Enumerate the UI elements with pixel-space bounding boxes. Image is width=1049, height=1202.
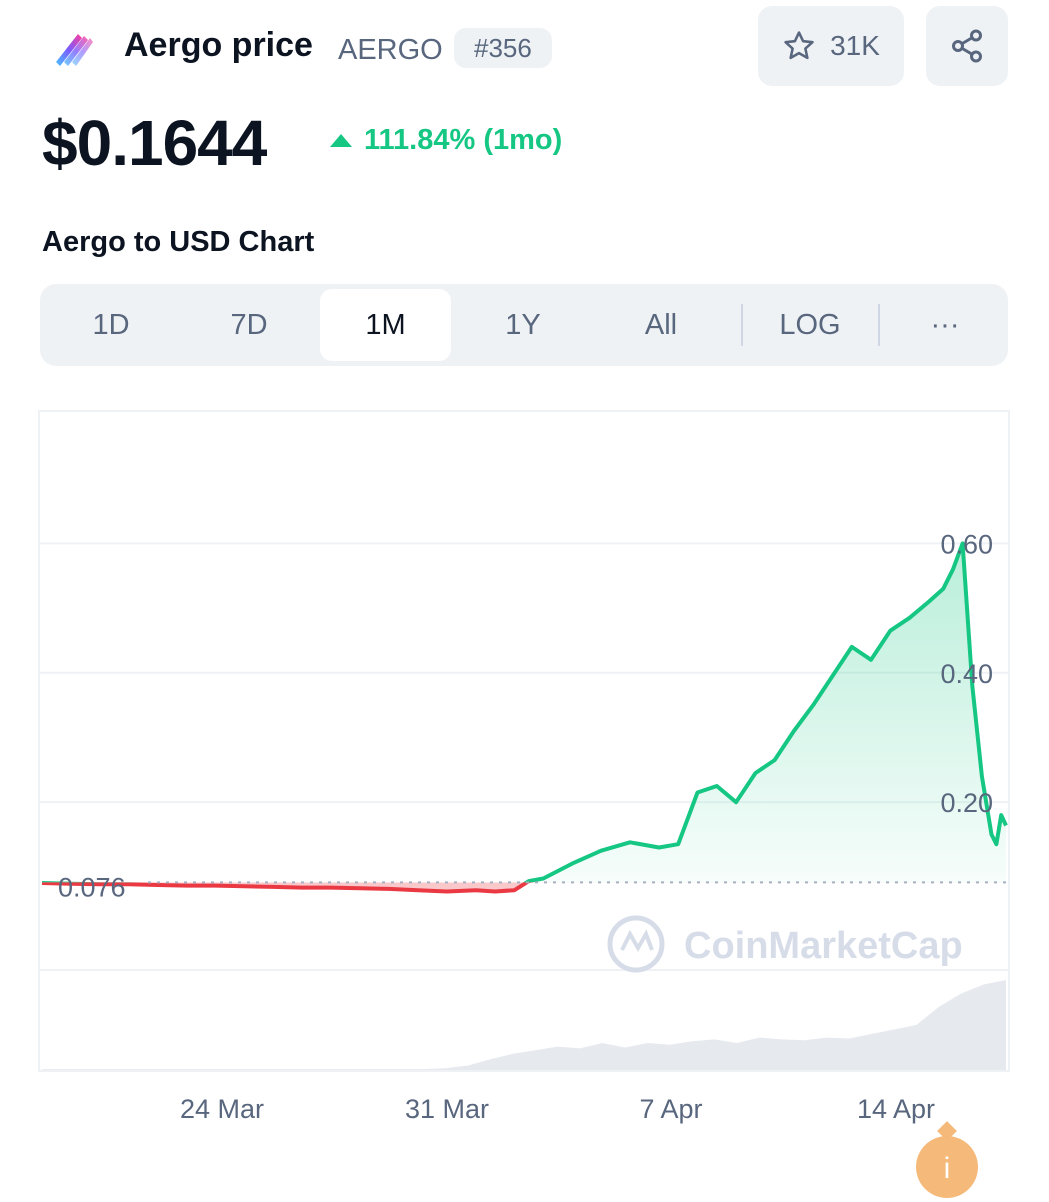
svg-text:CoinMarketCap: CoinMarketCap — [684, 925, 963, 967]
x-tick-label: 14 Apr — [856, 1094, 936, 1124]
rank-badge: #356 — [454, 28, 552, 68]
y-tick-label: 0.40 — [940, 659, 993, 689]
x-tick-label: 24 Mar — [179, 1094, 265, 1124]
reference-label: 0.076 — [58, 872, 126, 902]
tab-divider — [741, 304, 743, 346]
current-price: $0.1644 — [42, 107, 267, 179]
tab-1y[interactable]: 1Y — [505, 309, 541, 341]
chart-title: Aergo to USD Chart — [42, 226, 315, 258]
tab-7d[interactable]: 7D — [230, 309, 268, 341]
x-tick-label: 31 Mar — [404, 1094, 490, 1124]
watchlist-button[interactable]: 31K — [758, 6, 904, 86]
price-area-above — [42, 543, 1006, 883]
coin-symbol: AERGO — [338, 34, 443, 66]
price-line-down — [41, 882, 533, 894]
chart-range-tabs: 1D 7D 1M 1Y All LOG ··· — [40, 284, 1008, 366]
tab-all[interactable]: All — [644, 309, 678, 341]
share-button[interactable] — [926, 6, 1008, 86]
y-tick-label: 0.20 — [940, 788, 993, 818]
x-tick-label: 7 Apr — [639, 1094, 703, 1124]
watermark: CoinMarketCap — [607, 915, 963, 973]
y-tick-label: 0.60 — [940, 529, 993, 559]
price-change-value: 111.84% (1mo) — [364, 124, 563, 156]
volume-area — [42, 980, 1006, 1070]
aergo-logo-icon — [56, 34, 93, 66]
tab-1d[interactable]: 1D — [92, 309, 130, 341]
price-change: 111.84% (1mo) — [330, 124, 562, 157]
tab-log[interactable]: LOG — [779, 309, 841, 341]
star-icon — [784, 31, 814, 60]
caret-up-icon — [330, 134, 352, 147]
tab-divider — [878, 304, 880, 346]
price-line-up — [42, 541, 1008, 883]
info-badge[interactable]: i — [916, 1136, 978, 1198]
watchlist-count: 31K — [830, 30, 880, 61]
share-icon — [952, 29, 982, 63]
tab-more[interactable]: ··· — [930, 309, 960, 341]
price-chart[interactable]: CoinMarketCap 0.076 0.20 0.40 0.60 — [38, 410, 1010, 1072]
tab-1m[interactable]: 1M — [320, 289, 451, 361]
coin-name: Aergo price — [124, 26, 313, 64]
